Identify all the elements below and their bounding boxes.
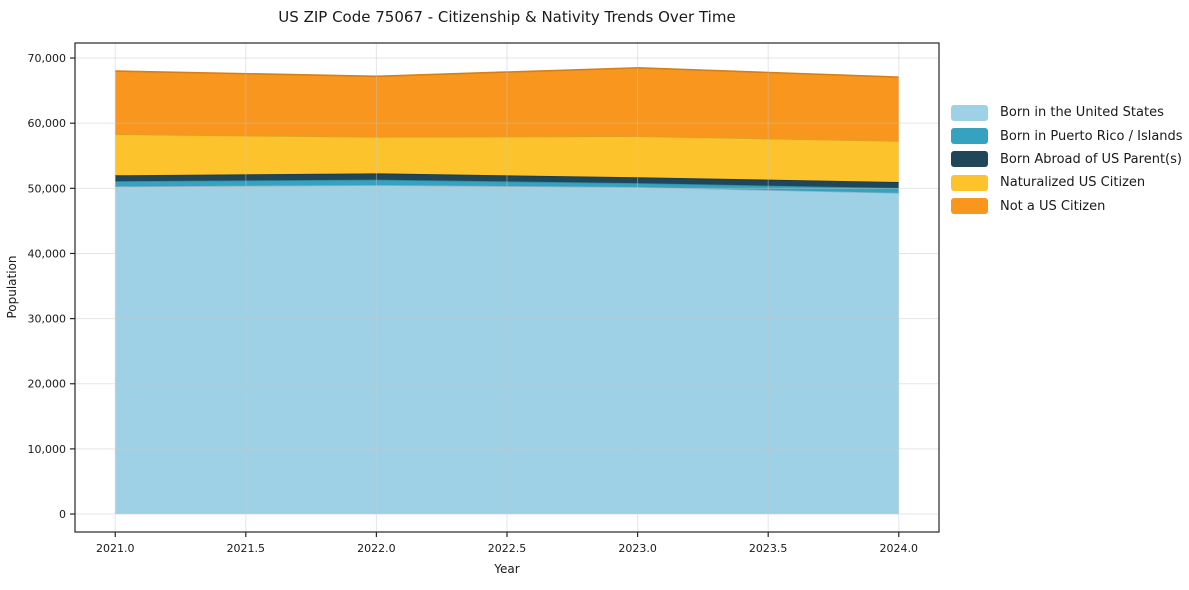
x-axis-label: Year [494, 562, 520, 576]
x-tick-label: 2021.5 [227, 542, 266, 555]
legend-item: Not a US Citizen [951, 195, 1183, 218]
x-tick-label: 2022.0 [357, 542, 396, 555]
y-tick-label: 40,000 [28, 247, 67, 260]
y-tick-label: 70,000 [28, 52, 67, 65]
legend-label: Born Abroad of US Parent(s) [1000, 151, 1182, 167]
legend-swatch-icon [951, 128, 988, 145]
legend: Born in the United States Born in Puerto … [951, 101, 1183, 218]
y-tick-label: 50,000 [28, 182, 67, 195]
y-tick-label: 20,000 [28, 378, 67, 391]
legend-item: Born in the United States [951, 101, 1183, 124]
legend-label: Born in the United States [1000, 105, 1164, 121]
area-series [115, 173, 899, 188]
gridlines [75, 43, 939, 532]
y-tick-label: 0 [59, 508, 66, 521]
x-tick-label: 2022.5 [488, 542, 527, 555]
area-series [115, 67, 899, 141]
legend-swatch-icon [951, 174, 988, 191]
x-tick-label: 2021.0 [96, 542, 135, 555]
area-series [115, 185, 899, 515]
axis-ticks: 2021.0 2021.5 2022.0 2022.5 2023.0 2023.5 2024… [28, 52, 919, 555]
legend-label: Born in Puerto Rico / Islands [1000, 128, 1183, 144]
y-tick-label: 10,000 [28, 443, 67, 456]
stacked-areas [115, 67, 899, 515]
legend-swatch-icon [951, 198, 988, 215]
area-series [115, 179, 899, 193]
area-series [115, 134, 899, 183]
x-tick-label: 2023.0 [618, 542, 657, 555]
legend-item: Born in Puerto Rico / Islands [951, 124, 1183, 147]
area-top-edge [115, 67, 899, 78]
y-tick-label: 30,000 [28, 313, 67, 326]
legend-label: Not a US Citizen [1000, 198, 1106, 214]
x-tick-label: 2023.5 [749, 542, 788, 555]
chart-title: US ZIP Code 75067 - Citizenship & Nativi… [278, 8, 736, 26]
legend-label: Naturalized US Citizen [1000, 175, 1146, 191]
legend-swatch-icon [951, 151, 988, 168]
y-tick-label: 60,000 [28, 117, 67, 130]
legend-item: Born Abroad of US Parent(s) [951, 148, 1183, 171]
x-tick-label: 2024.0 [880, 542, 919, 555]
legend-item: Naturalized US Citizen [951, 171, 1183, 194]
legend-swatch-icon [951, 104, 988, 121]
area-top-edge [115, 172, 899, 183]
